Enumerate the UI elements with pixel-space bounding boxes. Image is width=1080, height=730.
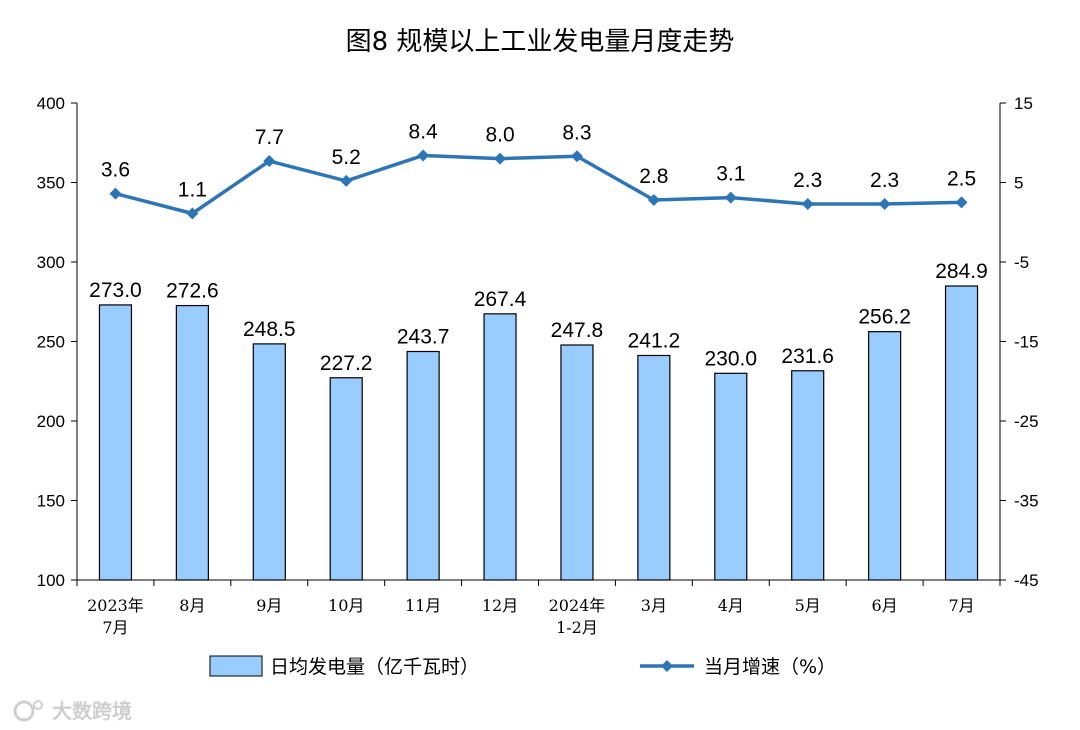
x-tick-label: 12月 bbox=[482, 596, 518, 615]
bar bbox=[714, 372, 748, 581]
bar bbox=[175, 304, 209, 581]
bar-data-label: 284.9 bbox=[935, 260, 988, 283]
x-tick-label: 5月 bbox=[795, 596, 821, 615]
x-tick-label: 8月 bbox=[179, 596, 205, 615]
bar-data-label: 267.4 bbox=[474, 288, 527, 311]
line-point bbox=[109, 187, 122, 200]
line-point bbox=[494, 152, 507, 165]
left-axis-tick-label: 300 bbox=[37, 253, 65, 272]
legend-bar-label: 日均发电量（亿千瓦时） bbox=[270, 656, 479, 678]
line-data-label: 3.6 bbox=[101, 159, 130, 182]
line-data-label: 1.1 bbox=[178, 179, 207, 202]
line-point bbox=[724, 191, 737, 204]
left-axis-tick-label: 100 bbox=[37, 571, 65, 590]
line-data-label: 5.2 bbox=[332, 146, 361, 169]
left-axis-tick-label: 200 bbox=[37, 412, 65, 431]
line-data-label: 8.4 bbox=[409, 120, 439, 143]
bar-data-label: 227.2 bbox=[320, 352, 373, 375]
line-data-label: 8.3 bbox=[562, 121, 591, 144]
x-tick-label: 10月 bbox=[328, 596, 364, 615]
line-data-label: 2.3 bbox=[793, 169, 822, 192]
line-point bbox=[878, 197, 891, 210]
bar-data-label: 231.6 bbox=[781, 345, 834, 368]
bar bbox=[329, 377, 363, 581]
line-point bbox=[647, 193, 660, 206]
bar-data-label: 247.8 bbox=[551, 319, 604, 342]
left-axis-tick-label: 350 bbox=[37, 174, 65, 193]
bar-data-label: 230.0 bbox=[705, 347, 758, 370]
line-point bbox=[340, 174, 353, 187]
right-axis-tick-label: -35 bbox=[1014, 492, 1039, 511]
line-data-label: 8.0 bbox=[485, 124, 514, 147]
line-data-label: 2.3 bbox=[870, 169, 899, 192]
right-axis-tick-label: 5 bbox=[1014, 174, 1023, 193]
legend: 日均发电量（亿千瓦时） 当月增速（%） bbox=[209, 655, 836, 678]
bar bbox=[944, 285, 979, 581]
left-axis-tick-label: 400 bbox=[37, 94, 65, 113]
bar bbox=[98, 304, 133, 581]
x-tick-labels: 2023年 7月 8月 9月 10月 11月 12月 2024年 1-2月 3月 4月 5月 6月 7月 bbox=[87, 596, 975, 637]
line-point bbox=[570, 150, 583, 163]
left-axis: 100 150 200 250 300 350 400 bbox=[37, 94, 78, 590]
line-labels: 3.6 1.1 7.7 5.2 8.4 8.0 8.3 2.8 3.1 2.3 2.3 2.5 bbox=[101, 120, 976, 201]
line-point bbox=[801, 197, 814, 210]
legend-line-marker bbox=[661, 660, 673, 672]
watermark: 大数跨境 bbox=[13, 699, 132, 723]
bar-series bbox=[98, 285, 979, 581]
legend-bar-swatch bbox=[209, 655, 263, 677]
bar-data-label: 273.0 bbox=[89, 279, 142, 302]
bar-labels: 273.0 272.6 248.5 227.2 243.7 267.4 247.8 241.2… bbox=[89, 260, 988, 375]
left-axis-tick-label: 150 bbox=[37, 492, 65, 511]
legend-line-label: 当月增速（%） bbox=[704, 656, 836, 678]
left-axis-tick-label: 250 bbox=[37, 333, 65, 352]
x-tick-label: 2024年 bbox=[549, 596, 606, 615]
watermark-logo-icon bbox=[13, 700, 35, 722]
bar-data-label: 248.5 bbox=[243, 318, 296, 341]
bar bbox=[252, 343, 286, 581]
right-axis: -45 -35 -25 -15 -5 5 15 bbox=[999, 94, 1039, 590]
bar-data-label: 241.2 bbox=[628, 329, 681, 352]
right-axis-tick-label: -15 bbox=[1014, 333, 1039, 352]
right-axis-tick-label: -5 bbox=[1014, 253, 1029, 272]
bar bbox=[406, 350, 440, 581]
x-tick-label: 7月 bbox=[948, 596, 974, 615]
line-data-label: 7.7 bbox=[255, 126, 284, 149]
series-line bbox=[115, 153, 962, 216]
line-point bbox=[417, 149, 430, 162]
x-axis bbox=[76, 579, 1001, 586]
watermark-logo-dot-icon bbox=[33, 700, 43, 710]
line-data-label: 2.8 bbox=[639, 165, 668, 188]
right-axis-tick-label: -45 bbox=[1014, 571, 1039, 590]
bar-data-label: 256.2 bbox=[858, 306, 911, 329]
line-point bbox=[186, 207, 199, 220]
watermark-text: 大数跨境 bbox=[52, 699, 132, 723]
right-axis-tick-label: -25 bbox=[1014, 412, 1039, 431]
x-tick-label: 4月 bbox=[718, 596, 744, 615]
right-axis-tick-label: 15 bbox=[1014, 94, 1033, 113]
bar bbox=[868, 331, 902, 581]
line-point bbox=[263, 155, 276, 168]
x-tick-label: 6月 bbox=[872, 596, 898, 615]
bar bbox=[791, 370, 825, 581]
bar bbox=[637, 354, 671, 581]
line-data-label: 2.5 bbox=[947, 167, 976, 190]
bar bbox=[483, 313, 517, 581]
x-tick-label: 2023年 bbox=[87, 596, 144, 615]
x-tick-label: 9月 bbox=[256, 596, 282, 615]
bar-data-label: 243.7 bbox=[397, 326, 450, 349]
bar-data-label: 272.6 bbox=[166, 280, 219, 303]
x-tick-label: 3月 bbox=[641, 596, 667, 615]
line-data-label: 3.1 bbox=[716, 163, 745, 186]
x-tick-label: 11月 bbox=[405, 596, 441, 615]
bar bbox=[560, 344, 594, 581]
chart-title: 图8 规模以上工业发电量月度走势 bbox=[346, 27, 735, 57]
line-series bbox=[109, 149, 968, 220]
x-tick-label: 7月 bbox=[102, 618, 128, 637]
x-tick-label: 1-2月 bbox=[556, 618, 598, 637]
line-point bbox=[955, 196, 968, 209]
